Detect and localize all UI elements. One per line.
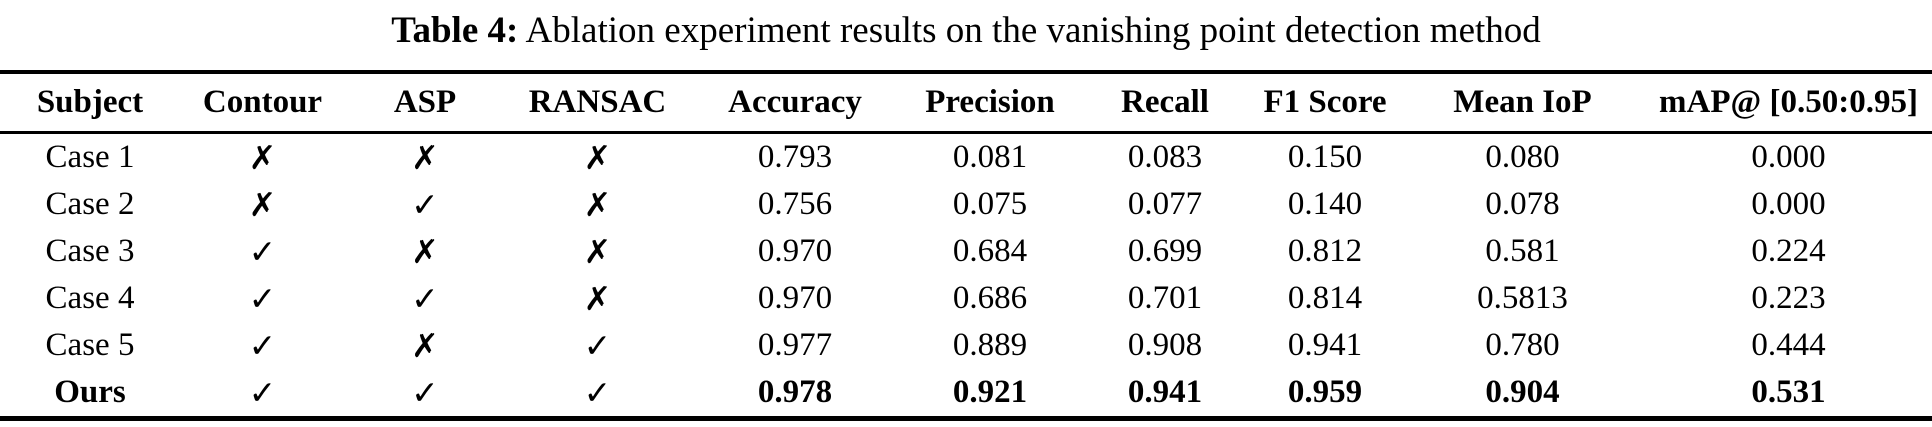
- mean-iop-value: 0.780: [1485, 327, 1560, 363]
- f1-score-value: 0.150: [1287, 139, 1363, 175]
- map-value: 0.224: [1751, 233, 1826, 269]
- recall-value: 0.908: [1127, 327, 1203, 363]
- contour-mark: ✓: [248, 326, 277, 365]
- precision-value: 0.686: [952, 280, 1028, 316]
- mean-iop-value: 0.080: [1485, 139, 1560, 175]
- mean-iop-value: 0.904: [1485, 374, 1560, 410]
- mean-iop-value: 0.5813: [1477, 280, 1568, 316]
- recall-value: 0.941: [1127, 374, 1203, 410]
- contour-mark: ✗: [248, 138, 277, 177]
- accuracy-value: 0.793: [757, 139, 833, 175]
- mean-iop-value: 0.581: [1485, 233, 1560, 269]
- recall-value: 0.083: [1127, 139, 1203, 175]
- accuracy-value: 0.978: [757, 374, 833, 410]
- asp-mark: ✓: [411, 185, 439, 224]
- ransac-mark: ✗: [583, 232, 612, 271]
- accuracy-value: 0.756: [757, 186, 833, 222]
- subject-cell: Case 5: [45, 327, 135, 363]
- accuracy-value: 0.970: [757, 233, 833, 269]
- header-ransac: RANSAC: [505, 72, 690, 134]
- header-mean-iop: Mean IoP: [1400, 72, 1645, 134]
- header-f1-score: F1 Score: [1250, 72, 1400, 134]
- table-caption-label: Table 4:: [391, 10, 519, 51]
- mean-iop-value: 0.078: [1485, 186, 1560, 222]
- map-value: 0.531: [1751, 374, 1826, 410]
- recall-value: 0.701: [1127, 280, 1203, 316]
- precision-value: 0.921: [952, 374, 1028, 410]
- header-row: Subject Contour ASP RANSAC Accuracy Prec…: [0, 72, 1932, 134]
- precision-value: 0.889: [952, 327, 1028, 363]
- subject-cell: Ours: [54, 374, 126, 410]
- subject-cell: Case 2: [45, 186, 135, 222]
- f1-score-value: 0.812: [1287, 233, 1363, 269]
- precision-value: 0.684: [952, 233, 1028, 269]
- map-value: 0.000: [1751, 186, 1826, 222]
- asp-mark: ✗: [411, 138, 439, 177]
- header-precision: Precision: [900, 72, 1080, 134]
- f1-score-value: 0.959: [1287, 374, 1363, 410]
- table-row-ours: Ours ✓ ✓ ✓ 0.978 0.921 0.941 0.959 0.904…: [0, 369, 1932, 419]
- asp-mark: ✗: [411, 232, 439, 271]
- ransac-mark: ✓: [583, 373, 612, 412]
- table-row-case-4: Case 4 ✓ ✓ ✗ 0.970 0.686 0.701 0.814 0.5…: [0, 275, 1932, 322]
- ablation-results-table: Subject Contour ASP RANSAC Accuracy Prec…: [0, 70, 1932, 421]
- map-value: 0.444: [1751, 327, 1826, 363]
- recall-value: 0.699: [1127, 233, 1203, 269]
- ransac-mark: ✓: [583, 326, 612, 365]
- contour-mark: ✓: [248, 279, 277, 318]
- table-row-case-3: Case 3 ✓ ✗ ✗ 0.970 0.684 0.699 0.812 0.5…: [0, 228, 1932, 275]
- table-caption-text: Ablation experiment results on the vanis…: [525, 10, 1541, 51]
- recall-value: 0.077: [1127, 186, 1203, 222]
- precision-value: 0.075: [952, 186, 1028, 222]
- contour-mark: ✓: [248, 232, 277, 271]
- ransac-mark: ✗: [583, 185, 612, 224]
- map-value: 0.223: [1751, 280, 1826, 316]
- ransac-mark: ✗: [583, 138, 612, 177]
- header-accuracy: Accuracy: [690, 72, 900, 134]
- f1-score-value: 0.941: [1287, 327, 1363, 363]
- contour-mark: ✗: [248, 185, 277, 224]
- f1-score-value: 0.814: [1287, 280, 1363, 316]
- table-row-case-1: Case 1 ✗ ✗ ✗ 0.793 0.081 0.083 0.150 0.0…: [0, 133, 1932, 182]
- subject-cell: Case 4: [45, 280, 135, 316]
- asp-mark: ✗: [411, 326, 439, 365]
- f1-score-value: 0.140: [1287, 186, 1363, 222]
- subject-cell: Case 3: [45, 233, 135, 269]
- subject-cell: Case 1: [45, 139, 135, 175]
- header-subject: Subject: [0, 72, 180, 134]
- accuracy-value: 0.977: [757, 327, 833, 363]
- header-recall: Recall: [1080, 72, 1250, 134]
- header-map: mAP@ [0.50:0.95]: [1645, 72, 1932, 134]
- asp-mark: ✓: [411, 373, 439, 412]
- map-value: 0.000: [1751, 139, 1826, 175]
- table-caption: Table 4: Ablation experiment results on …: [0, 4, 1932, 58]
- accuracy-value: 0.970: [757, 280, 833, 316]
- table-row-case-5: Case 5 ✓ ✗ ✓ 0.977 0.889 0.908 0.941 0.7…: [0, 322, 1932, 369]
- ransac-mark: ✗: [583, 279, 612, 318]
- header-contour: Contour: [180, 72, 345, 134]
- table-row-case-2: Case 2 ✗ ✓ ✗ 0.756 0.075 0.077 0.140 0.0…: [0, 181, 1932, 228]
- contour-mark: ✓: [248, 373, 277, 412]
- precision-value: 0.081: [952, 139, 1028, 175]
- header-asp: ASP: [345, 72, 505, 134]
- asp-mark: ✓: [411, 279, 439, 318]
